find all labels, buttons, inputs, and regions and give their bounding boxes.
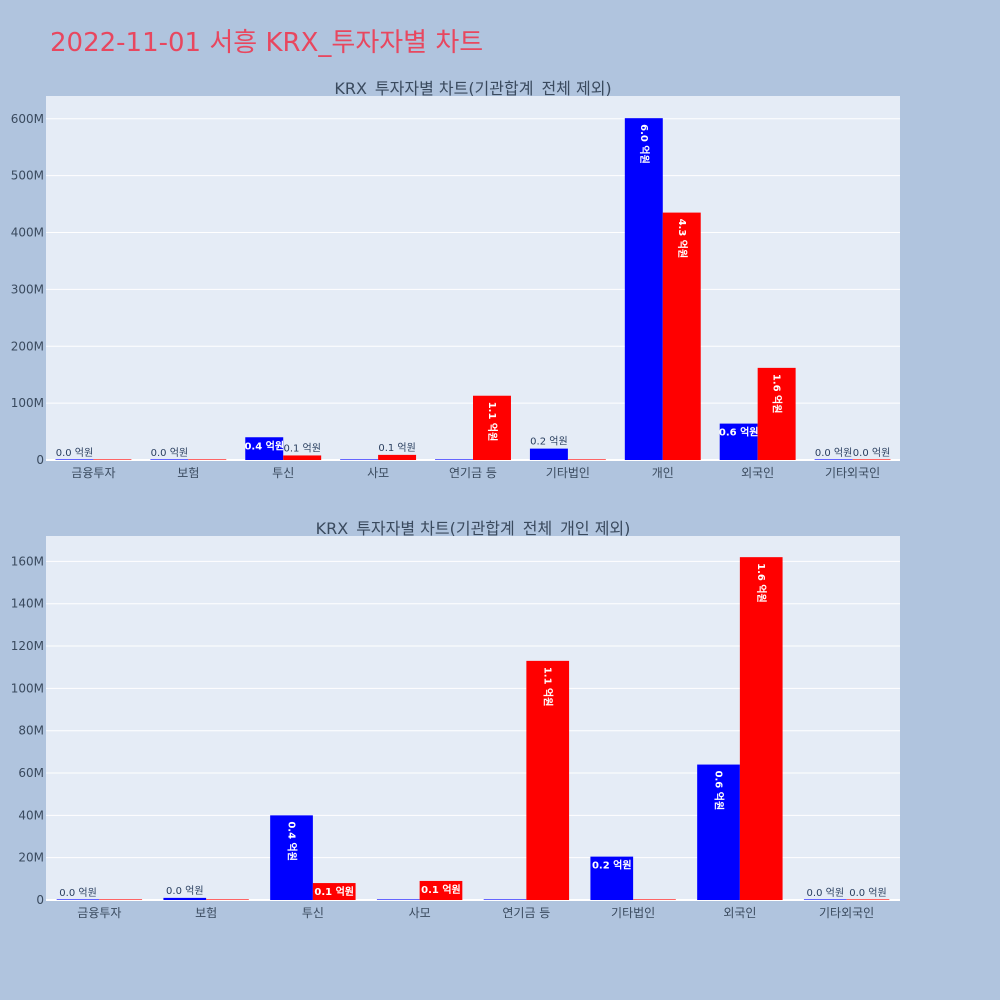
chart1-data-label: 0.1 억원 [283, 442, 320, 454]
chart2-category-label: 연기금 등 [502, 906, 550, 920]
chart1-title: KRX_투자자별 차트(기관합계_전체 제외) [334, 79, 611, 99]
chart1-ytick-label: 500M [11, 169, 44, 183]
chart2-bar [163, 897, 207, 900]
chart1-category-label: 개인 [652, 466, 674, 480]
chart2-bar [633, 899, 676, 900]
chart2-category-label: 보험 [195, 906, 217, 920]
chart2-data-label: 0.1 억원 [314, 885, 354, 898]
chart1-ytick-label: 400M [11, 226, 44, 240]
chart2-bar [590, 856, 634, 900]
chart1-data-label: 0.0 억원 [815, 447, 852, 459]
chart-excluding-institutions: KRX_투자자별 차트(기관합계_전체 제외) 0 100M 200M 300M 400M… [11, 79, 900, 480]
chart1-data-label: 0.0 억원 [151, 447, 188, 459]
chart2-bar [697, 764, 740, 900]
chart2-ytick-label: 40M [18, 808, 44, 822]
chart1-data-label: 0.6 억원 [719, 426, 759, 439]
chart2-category-label: 금융투자 [77, 906, 121, 920]
chart1-bar [435, 459, 473, 460]
chart2-bar [270, 815, 313, 900]
chart1-bar [529, 448, 568, 460]
chart1-data-label: 1.6 억원 [771, 374, 784, 414]
chart2-bar [56, 899, 100, 900]
chart1-data-label: 0.0 억원 [56, 447, 93, 459]
chart1-bar [757, 367, 796, 460]
chart1-bar [852, 459, 891, 460]
chart2-title: KRX_투자자별 차트(기관합계_전체_개인 제외) [316, 519, 631, 539]
chart1-category-label: 금융투자 [71, 466, 115, 480]
chart2-bar [526, 660, 570, 900]
chart2-category-label: 투신 [302, 906, 324, 920]
chart2-data-label: 0.0 억원 [59, 887, 96, 899]
chart1-bar [567, 459, 606, 460]
chart2-data-label: 1.1 억원 [542, 667, 555, 707]
chart2-ytick-label: 60M [18, 766, 44, 780]
chart2-ytick-label: 140M [11, 597, 44, 611]
chart1-ytick-label: 0 [36, 453, 44, 467]
chart2-bar [312, 883, 356, 900]
chart1-category-label: 보험 [177, 466, 199, 480]
chart2-bar [206, 899, 249, 900]
chart2-data-label: 0.0 억원 [807, 887, 844, 899]
chart2-ytick-label: 100M [11, 681, 44, 695]
chart1-bar [93, 459, 132, 460]
chart1-ytick-label: 600M [11, 112, 44, 126]
chart1-bar [719, 423, 758, 460]
chart2-category-label: 기타외국인 [819, 906, 874, 920]
chart1-data-label: 0.0 억원 [853, 447, 890, 459]
chart2-ytick-label: 0 [36, 893, 44, 907]
chart2-ytick-label: 120M [11, 639, 44, 653]
chart2-category-label: 외국인 [723, 906, 756, 920]
chart1-ytick-label: 200M [11, 339, 44, 353]
chart-excluding-institutions-and-individuals: KRX_투자자별 차트(기관합계_전체_개인 제외) 0 20M 40M 60M 80M 1… [11, 519, 900, 920]
page-title: 2022-11-01 서흥 KRX_투자자별 차트 [50, 28, 484, 58]
chart2-data-label: 1.6 억원 [755, 563, 768, 603]
chart2-data-label: 0.6 억원 [713, 771, 726, 811]
chart1-bar [814, 459, 853, 460]
chart1-category-label: 사모 [367, 466, 389, 480]
chart1-category-label: 기타법인 [546, 466, 590, 480]
chart2-bar [376, 899, 420, 900]
chart1-bar [662, 212, 701, 460]
chart1-bar [188, 459, 227, 460]
chart1-bar [624, 118, 663, 461]
chart2-data-label: 0.1 억원 [421, 883, 461, 896]
chart2-ytick-label: 20M [18, 851, 44, 865]
chart1-data-label: 6.0 억원 [638, 124, 651, 164]
chart2-bar [99, 899, 143, 900]
chart2-data-label: 0.0 억원 [166, 885, 203, 897]
chart1-data-label: 0.1 억원 [378, 442, 415, 454]
chart1-category-label: 외국인 [741, 466, 774, 480]
chart1-category-label: 투신 [272, 466, 294, 480]
chart2-data-label: 0.2 억원 [592, 859, 632, 872]
chart2-ytick-label: 80M [18, 724, 44, 738]
chart2-ytick-label: 160M [11, 554, 44, 568]
chart2-category-label: 사모 [409, 906, 431, 920]
chart2-bar [483, 899, 527, 900]
chart2-bar [846, 899, 890, 900]
chart1-bar [245, 437, 284, 460]
chart2-bar [419, 880, 463, 900]
chart1-data-label: 0.2 억원 [530, 436, 567, 448]
chart1-ytick-label: 300M [11, 282, 44, 296]
chart1-bar [340, 459, 379, 460]
chart1-bar [150, 459, 189, 460]
chart2-category-label: 기타법인 [611, 906, 655, 920]
chart2-bar [739, 557, 783, 900]
chart2-data-label: 0.4 억원 [286, 821, 299, 861]
chart1-ytick-label: 100M [11, 396, 44, 410]
chart1-data-label: 1.1 억원 [486, 402, 499, 442]
chart1-bar [378, 454, 417, 460]
chart1-category-label: 연기금 등 [449, 466, 497, 480]
chart1-bar [473, 395, 511, 460]
chart2-data-label: 0.0 억원 [849, 887, 886, 899]
chart1-category-label: 기타외국인 [825, 466, 880, 480]
chart1-bar [55, 459, 94, 460]
chart1-data-label: 0.4 억원 [244, 439, 284, 452]
chart2-bar [803, 899, 847, 900]
chart1-bar [283, 455, 322, 460]
chart1-data-label: 4.3 억원 [676, 219, 689, 259]
